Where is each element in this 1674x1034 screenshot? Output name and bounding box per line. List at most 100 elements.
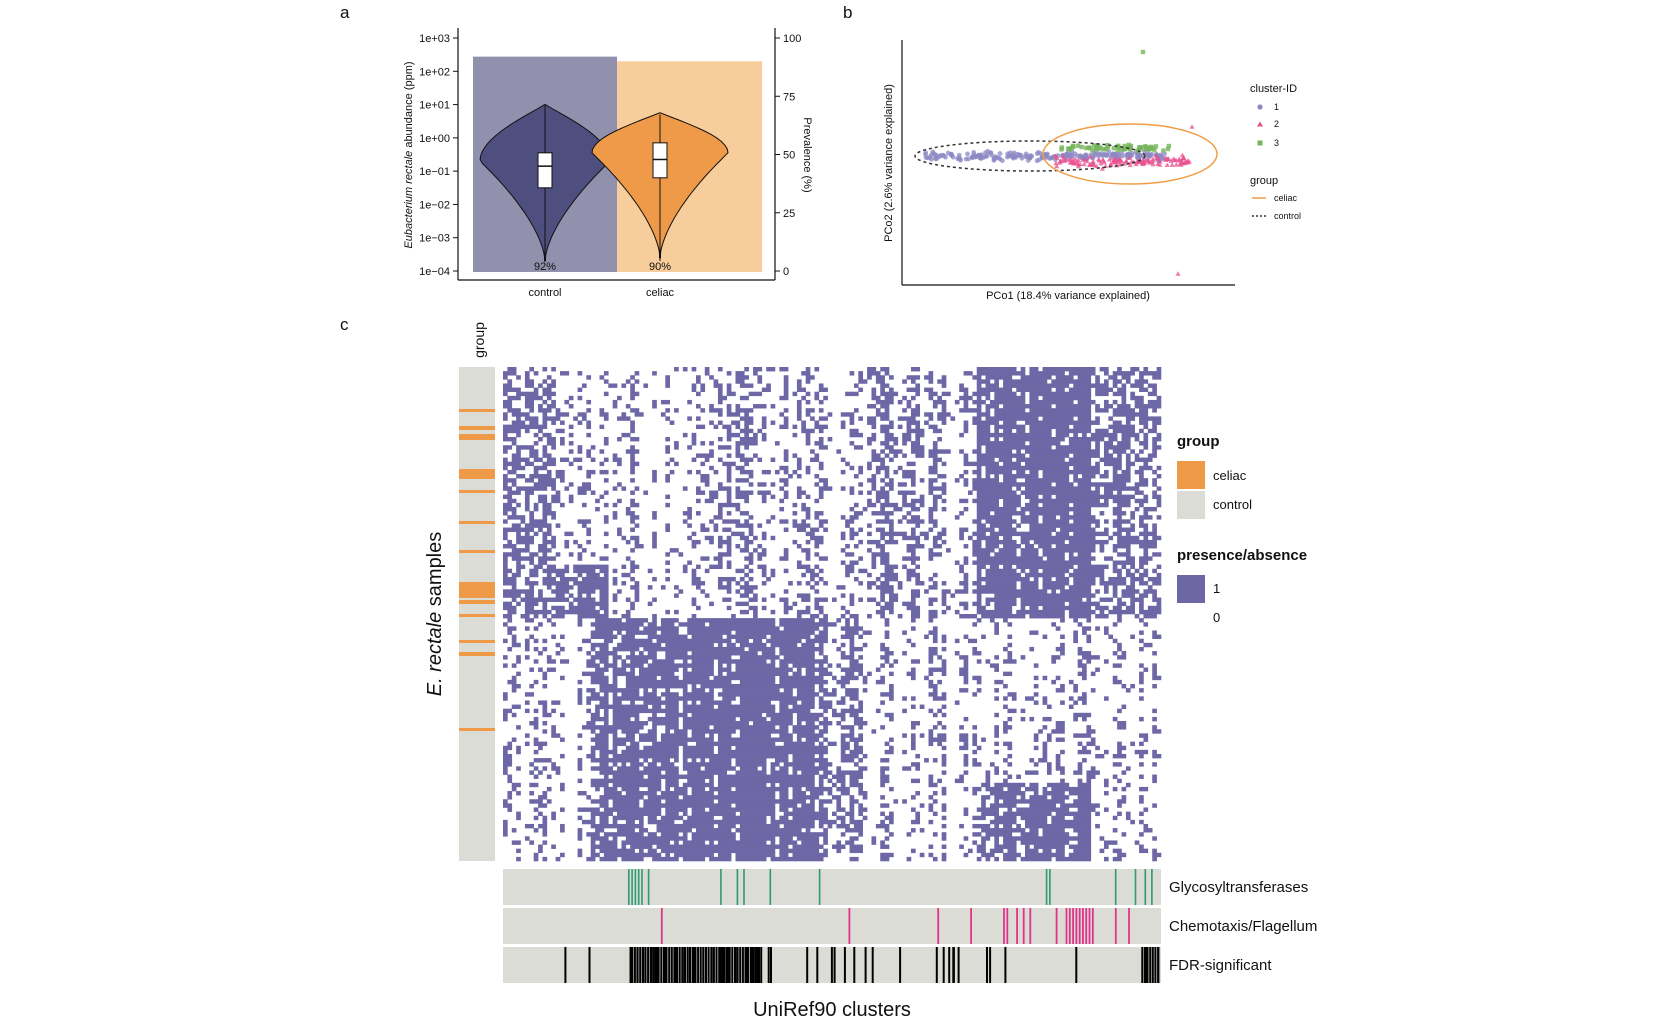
heatmap-cell [630, 762, 644, 767]
heatmap-cell [524, 609, 552, 615]
heatmap-cell [1139, 593, 1149, 598]
heatmap-cell [516, 564, 526, 570]
heatmap-cell [551, 762, 556, 767]
heatmap-cell [1042, 749, 1048, 755]
point-cluster-2 [1114, 158, 1120, 164]
heatmap-cell [700, 383, 706, 388]
heatmap-cell [976, 556, 1043, 561]
heatmap-cell [717, 704, 776, 709]
heatmap-cell [1143, 548, 1149, 553]
heatmap-cell [880, 844, 890, 849]
heatmap-cell [1152, 803, 1157, 808]
heatmap-cell [1055, 626, 1061, 631]
heatmap-cell [976, 564, 986, 570]
point-cluster-1 [992, 155, 997, 161]
heatmap-cell [647, 848, 657, 854]
heatmap-cell [665, 651, 688, 656]
heatmap-cell [1112, 523, 1122, 528]
annotation-mark [1144, 869, 1147, 905]
heatmap-cell [577, 589, 596, 594]
heatmap-cell [634, 597, 640, 602]
heatmap-cell [867, 371, 881, 376]
heatmap-cell [761, 568, 767, 574]
heatmap-cell [621, 856, 644, 862]
heatmap-cell [1051, 589, 1057, 594]
heatmap-cell [849, 371, 855, 376]
point-cluster-1 [1047, 155, 1052, 161]
heatmap-cell [573, 457, 583, 462]
heatmap-cell [1143, 527, 1149, 532]
heatmap-cell [783, 420, 789, 425]
heatmap-cell [932, 725, 938, 730]
heatmap-cell [792, 469, 798, 475]
heatmap-cell [529, 511, 535, 516]
heatmap-cell [524, 478, 534, 483]
heatmap-cell [511, 683, 521, 689]
heatmap-cell [1139, 609, 1162, 615]
heatmap-cell [985, 519, 1017, 524]
heatmap-cell [963, 572, 969, 578]
heatmap-cell [1103, 626, 1109, 631]
heatmap-cell [880, 535, 885, 541]
legend-pa-title: presence/absence [1177, 547, 1307, 564]
heatmap-cell [1042, 741, 1048, 747]
heatmap-cell [849, 836, 859, 841]
heatmap-cell [516, 811, 521, 817]
heatmap-cell [823, 770, 833, 775]
heatmap-cell [560, 646, 565, 652]
heatmap-cell [533, 564, 543, 570]
heatmap-cell [1112, 716, 1118, 722]
heatmap-cell [599, 408, 605, 413]
legend-c-celiac-swatch [1177, 461, 1205, 489]
heatmap-cell [1073, 478, 1092, 483]
heatmap-cell [796, 494, 802, 500]
heatmap-cell [932, 428, 942, 434]
heatmap-cell [599, 375, 605, 380]
heatmap-cell [853, 502, 859, 508]
heatmap-cell [1143, 667, 1149, 672]
heatmap-cell [959, 395, 973, 401]
heatmap-cell [972, 733, 978, 738]
legend-c-celiac: celiac [1213, 468, 1247, 483]
heatmap-cell [647, 601, 653, 607]
heatmap-cell [792, 758, 828, 763]
heatmap-cell [546, 572, 552, 578]
heatmap-cell [1073, 383, 1109, 388]
heatmap-cell [1103, 749, 1109, 755]
heatmap-cell [1086, 729, 1096, 734]
heatmap-cell [783, 762, 815, 767]
heatmap-cell [976, 441, 1026, 446]
heatmap-cell [1003, 729, 1008, 734]
heatmap-cell [840, 515, 846, 520]
heatmap-x-label: UniRef90 clusters [753, 999, 911, 1021]
heatmap-cell [836, 786, 850, 792]
heatmap-cell [503, 823, 508, 829]
heatmap-cell [1156, 502, 1162, 508]
heatmap-cell [647, 774, 714, 779]
heatmap-cell [538, 478, 556, 483]
heatmap-cell [902, 408, 907, 413]
heatmap-cell [735, 568, 745, 574]
heatmap-cell [928, 449, 951, 454]
heatmap-cell [630, 408, 640, 413]
heatmap-cell [972, 692, 978, 697]
heatmap-cell [529, 721, 539, 726]
annotation-mark [676, 947, 679, 983]
heatmap-cell [823, 708, 828, 714]
point-cluster-1 [965, 151, 970, 157]
heatmap-cell [696, 416, 701, 421]
heatmap-cell [1068, 601, 1100, 607]
heatmap-cell [884, 395, 894, 401]
celiac-sample-mark [459, 728, 495, 731]
heatmap-cell [621, 638, 653, 644]
annotation-mark [757, 947, 760, 983]
heatmap-cell [972, 391, 991, 397]
heatmap-cell [941, 638, 947, 644]
annotation-mark [899, 947, 902, 983]
heatmap-cell [674, 441, 679, 446]
heatmap-cell [884, 408, 890, 413]
heatmap-cell [577, 572, 583, 578]
heatmap-cell [744, 572, 749, 578]
heatmap-cell [858, 416, 864, 421]
heatmap-cell [889, 597, 899, 602]
